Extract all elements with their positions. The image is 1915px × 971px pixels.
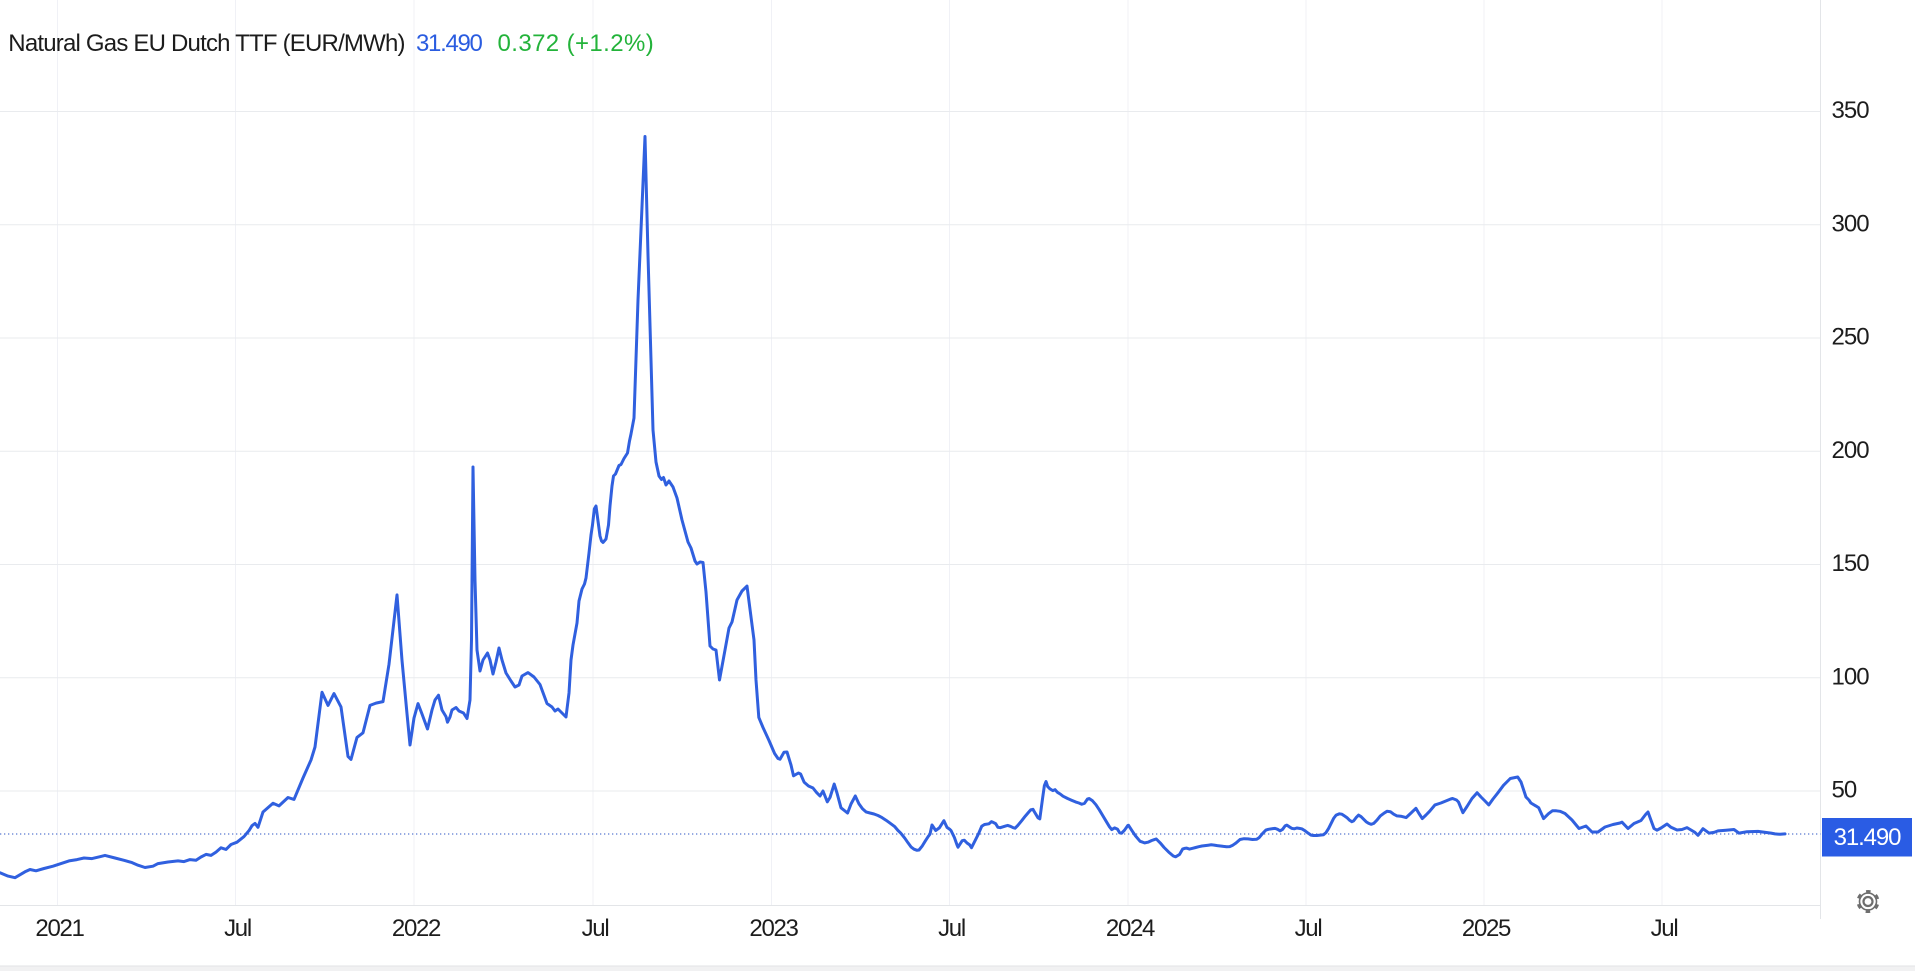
svg-text:Jul: Jul [1651,915,1678,942]
svg-text:Natural Gas EU Dutch TTF (EUR/: Natural Gas EU Dutch TTF (EUR/MWh) [8,30,404,57]
svg-text:2022: 2022 [392,915,441,942]
svg-text:2021: 2021 [35,915,84,942]
svg-text:50: 50 [1832,777,1857,804]
svg-text:Jul: Jul [224,915,251,942]
svg-text:350: 350 [1832,97,1870,124]
svg-text:31.490: 31.490 [1834,824,1902,851]
svg-text:150: 150 [1832,550,1870,577]
svg-text:Jul: Jul [1295,915,1322,942]
svg-text:2025: 2025 [1462,915,1511,942]
svg-text:300: 300 [1832,210,1870,237]
svg-text:100: 100 [1832,663,1870,690]
svg-text:2024: 2024 [1106,915,1155,942]
svg-text:250: 250 [1832,324,1870,351]
svg-text:Jul: Jul [582,915,609,942]
svg-text:Jul: Jul [938,915,965,942]
svg-text:2023: 2023 [749,915,798,942]
svg-text:0.372 (+1.2%): 0.372 (+1.2%) [498,30,655,57]
svg-text:31.490: 31.490 [416,30,483,57]
svg-text:200: 200 [1832,437,1870,464]
